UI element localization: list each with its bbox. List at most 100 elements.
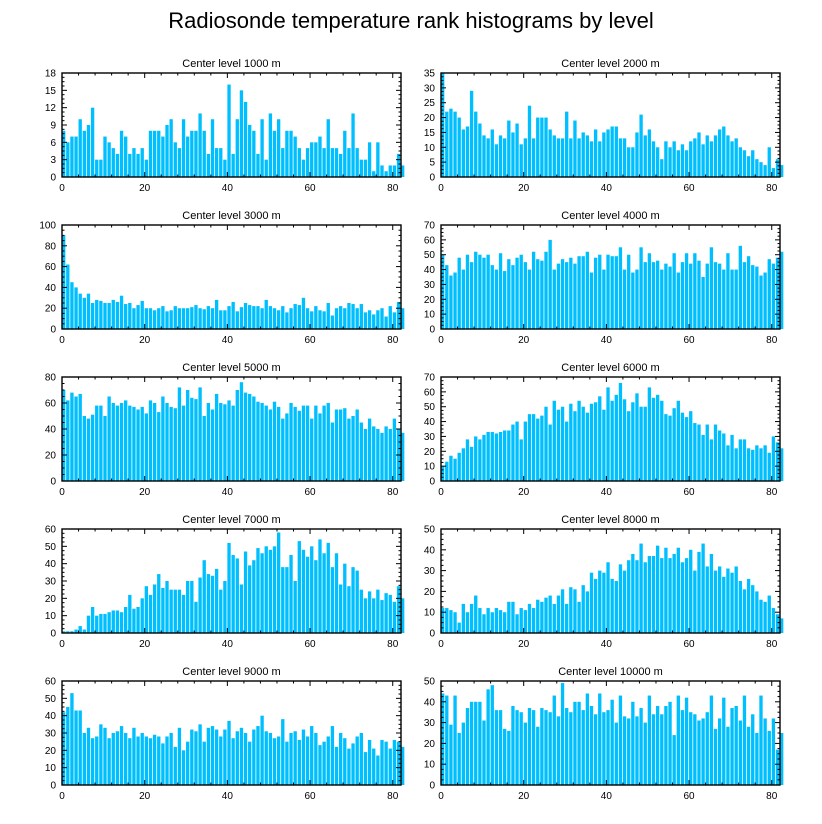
histogram-bar — [363, 429, 368, 481]
histogram-bar — [351, 304, 355, 329]
histogram-bar — [297, 739, 301, 785]
histogram-bar — [359, 422, 363, 481]
histogram-bar — [573, 589, 577, 633]
histogram-bar — [474, 251, 478, 329]
histogram-bar — [618, 138, 623, 177]
histogram-bar — [684, 558, 689, 633]
histogram-bar — [536, 117, 540, 177]
x-tick-label: 0 — [59, 335, 65, 346]
x-tick-label: 20 — [139, 791, 151, 802]
histogram-bar — [606, 710, 610, 785]
y-tick-label: 10 — [424, 310, 436, 321]
x-tick-label: 0 — [59, 487, 65, 498]
histogram-bar — [730, 269, 734, 329]
y-tick-label: 20 — [424, 739, 436, 750]
histogram-bar — [734, 269, 738, 329]
x-tick-label: 0 — [438, 639, 444, 650]
histogram-bar — [548, 239, 552, 329]
histogram-bar — [297, 305, 301, 329]
x-tick-label: 60 — [683, 335, 695, 346]
histogram-bar — [310, 726, 314, 785]
histogram-bar — [392, 418, 397, 481]
histogram-bar — [301, 405, 306, 481]
x-tick-label: 40 — [601, 487, 613, 498]
x-tick-label: 20 — [139, 487, 151, 498]
histogram-bar — [602, 712, 606, 785]
panel-title: Center level 1000 m — [182, 58, 280, 70]
histogram-bar — [338, 306, 343, 329]
histogram-bar — [474, 701, 478, 785]
histogram-bar — [589, 141, 594, 177]
histogram-bar — [655, 394, 660, 481]
histogram-bar — [82, 733, 86, 785]
histogram-bar — [540, 708, 544, 785]
histogram-bar — [107, 142, 111, 177]
histogram-bar — [515, 257, 519, 329]
histogram-bar — [103, 303, 107, 329]
histogram-bar — [560, 259, 565, 329]
histogram-bar — [544, 710, 548, 785]
histogram-bar — [388, 748, 392, 785]
histogram-bar — [445, 265, 449, 329]
histogram-bar — [256, 153, 260, 177]
y-tick-label: 5 — [429, 158, 435, 169]
histogram-bar — [701, 543, 705, 633]
x-tick-label: 60 — [683, 487, 695, 498]
x-tick-label: 20 — [139, 183, 151, 194]
histogram-bar — [651, 556, 656, 633]
x-tick-label: 80 — [766, 183, 778, 194]
histogram-bar — [330, 148, 335, 177]
histogram-bar — [223, 404, 227, 481]
histogram-bar — [239, 382, 244, 481]
histogram-bar — [367, 739, 372, 785]
histogram-bar — [186, 136, 190, 177]
histogram-bar — [132, 608, 136, 633]
histogram-bar — [355, 409, 359, 481]
histogram-bar — [552, 603, 556, 633]
y-tick-label: 20 — [424, 447, 436, 458]
histogram-bar — [66, 400, 70, 481]
histogram-bar — [519, 608, 523, 633]
histogram-bar — [556, 595, 561, 633]
histogram-bar — [507, 730, 511, 785]
histogram-bar — [124, 400, 128, 481]
histogram-bar — [194, 601, 198, 633]
histogram-bar — [552, 269, 556, 329]
histogram-bar — [326, 403, 330, 481]
histogram-bar — [115, 153, 120, 177]
histogram-bar — [144, 159, 149, 177]
histogram-bar — [367, 142, 372, 177]
histogram-bar — [272, 401, 277, 481]
histogram-bar — [523, 138, 528, 177]
x-tick-label: 80 — [387, 183, 399, 194]
histogram-bar — [95, 615, 99, 633]
histogram-bar — [713, 728, 718, 785]
histogram-bar — [556, 263, 561, 329]
histogram-panel: Center level 9000 m 0 20 40 60 80 0 10 20 30 40 50 6… — [45, 666, 405, 802]
histogram-bar — [198, 113, 202, 177]
histogram-bar — [742, 589, 747, 633]
histogram-bar — [593, 714, 598, 785]
histogram-bar — [531, 414, 536, 481]
histogram-bar — [742, 262, 747, 329]
histogram-bar — [713, 262, 718, 329]
histogram-bar — [322, 741, 326, 785]
histogram-bar — [573, 120, 577, 177]
histogram-bar — [490, 129, 494, 177]
histogram-bar — [359, 733, 363, 785]
histogram-bar — [759, 448, 763, 481]
histogram-bar — [140, 300, 144, 329]
histogram-bar — [738, 147, 742, 177]
histogram-bar — [548, 595, 552, 633]
histogram-bar — [281, 418, 285, 481]
y-tick-label: 40 — [424, 697, 436, 708]
histogram-bar — [647, 695, 652, 785]
panel-title: Center level 5000 m — [182, 362, 280, 374]
histogram-bar — [569, 712, 573, 785]
x-tick-label: 80 — [766, 335, 778, 346]
histogram-bar — [355, 308, 359, 329]
histogram-bar — [660, 558, 664, 633]
y-tick-label: 50 — [424, 250, 436, 261]
histogram-bar — [314, 560, 318, 633]
histogram-bar — [276, 310, 281, 329]
